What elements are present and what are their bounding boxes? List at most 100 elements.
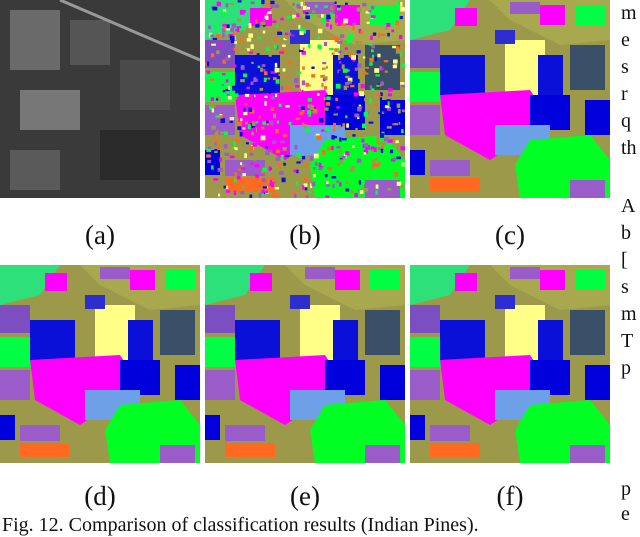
noise-pixel <box>279 51 284 54</box>
noise-pixel <box>219 115 223 119</box>
noise-pixel <box>371 5 375 10</box>
noise-pixel <box>268 179 271 183</box>
side-fragment: m <box>621 303 637 325</box>
noise-pixel <box>345 2 348 5</box>
noise-pixel <box>336 146 341 149</box>
noise-pixel <box>313 91 316 96</box>
noise-pixel <box>323 86 328 90</box>
noise-pixel <box>371 88 375 92</box>
noise-pixel <box>305 15 310 20</box>
noise-pixel <box>363 143 369 148</box>
noise-pixel <box>233 41 238 44</box>
noise-pixel <box>240 37 244 43</box>
noise-pixel <box>363 188 369 192</box>
noise-pixel <box>380 144 385 150</box>
noise-pixel <box>300 1 304 7</box>
noise-pixel <box>207 25 211 30</box>
noise-pixel <box>274 62 278 68</box>
noise-pixel <box>227 55 231 58</box>
noise-pixel <box>272 20 277 24</box>
noise-pixel <box>312 10 316 13</box>
noise-pixel <box>270 107 275 111</box>
noise-pixel <box>239 132 243 137</box>
noise-pixel <box>241 185 246 189</box>
noise-pixel <box>296 169 299 174</box>
noise-pixel <box>361 138 365 143</box>
noise-pixel <box>205 94 209 98</box>
noise-pixel <box>312 111 316 114</box>
noise-pixel <box>229 120 233 124</box>
noise-pixel <box>341 45 345 50</box>
noise-pixel <box>352 134 356 137</box>
noise-pixel <box>396 103 401 108</box>
noise-pixel <box>217 167 223 172</box>
noise-pixel <box>222 90 226 93</box>
noise-pixel <box>345 151 350 156</box>
noise-pixel <box>314 162 318 166</box>
noise-pixel <box>286 15 291 19</box>
noise-pixel <box>339 182 342 187</box>
noise-pixel <box>244 93 250 97</box>
noise-pixel <box>334 48 338 52</box>
noise-pixel <box>317 28 323 34</box>
noise-pixel <box>260 67 263 72</box>
noise-pixel <box>383 108 387 113</box>
noise-pixel <box>240 34 246 39</box>
noise-pixel <box>253 77 257 83</box>
noise-pixel <box>356 93 360 96</box>
noise-pixel <box>262 167 267 172</box>
noise-pixel <box>254 94 257 98</box>
noise-pixel <box>308 190 312 193</box>
noise-pixel <box>321 16 326 22</box>
noise-pixel <box>235 29 239 32</box>
image-a <box>0 0 200 198</box>
noise-pixel <box>211 105 216 108</box>
side-fragment: b <box>621 222 631 244</box>
noise-pixel <box>240 79 245 83</box>
noise-pixel <box>325 126 330 132</box>
noise-pixel <box>222 32 225 38</box>
noise-pixel <box>209 105 214 110</box>
noise-pixel <box>291 104 295 108</box>
noise-pixel <box>388 182 393 186</box>
noise-pixel <box>253 127 257 133</box>
noise-pixel <box>381 141 386 146</box>
noise-pixel <box>310 42 315 47</box>
noise-pixel <box>277 31 283 36</box>
noise-pixel <box>395 140 399 144</box>
noise-pixel <box>379 84 382 87</box>
noise-pixel <box>300 160 303 163</box>
noise-pixel <box>386 23 391 28</box>
noise-pixel <box>274 4 280 8</box>
noise-pixel <box>298 153 302 158</box>
noise-pixel <box>336 180 339 183</box>
noise-pixel <box>371 44 375 49</box>
noise-pixel <box>343 85 348 90</box>
noise-pixel <box>287 162 292 166</box>
noise-pixel <box>359 91 365 97</box>
noise-pixel <box>301 89 304 94</box>
noise-pixel <box>339 61 342 64</box>
image-e <box>205 265 405 463</box>
noise-pixel <box>370 35 373 40</box>
noise-pixel <box>272 140 277 144</box>
noise-pixel <box>368 43 373 46</box>
noise-pixel <box>223 26 226 31</box>
noise-pixel <box>357 107 362 112</box>
noise-pixel <box>258 115 261 119</box>
noise-pixel <box>206 154 211 158</box>
noise-pixel <box>326 96 331 101</box>
noise-pixel <box>358 29 362 34</box>
noise-pixel <box>216 1 221 7</box>
noise-pixel <box>305 128 310 133</box>
noise-pixel <box>397 109 401 114</box>
noise-pixel <box>242 173 246 177</box>
noise-pixel <box>248 23 252 29</box>
noise-pixel <box>318 118 324 123</box>
noise-pixel <box>237 121 243 127</box>
noise-pixel <box>234 118 239 121</box>
noise-pixel <box>358 180 362 185</box>
noise-pixel <box>331 52 335 55</box>
noise-pixel <box>382 111 385 114</box>
noise-pixel <box>304 124 307 129</box>
